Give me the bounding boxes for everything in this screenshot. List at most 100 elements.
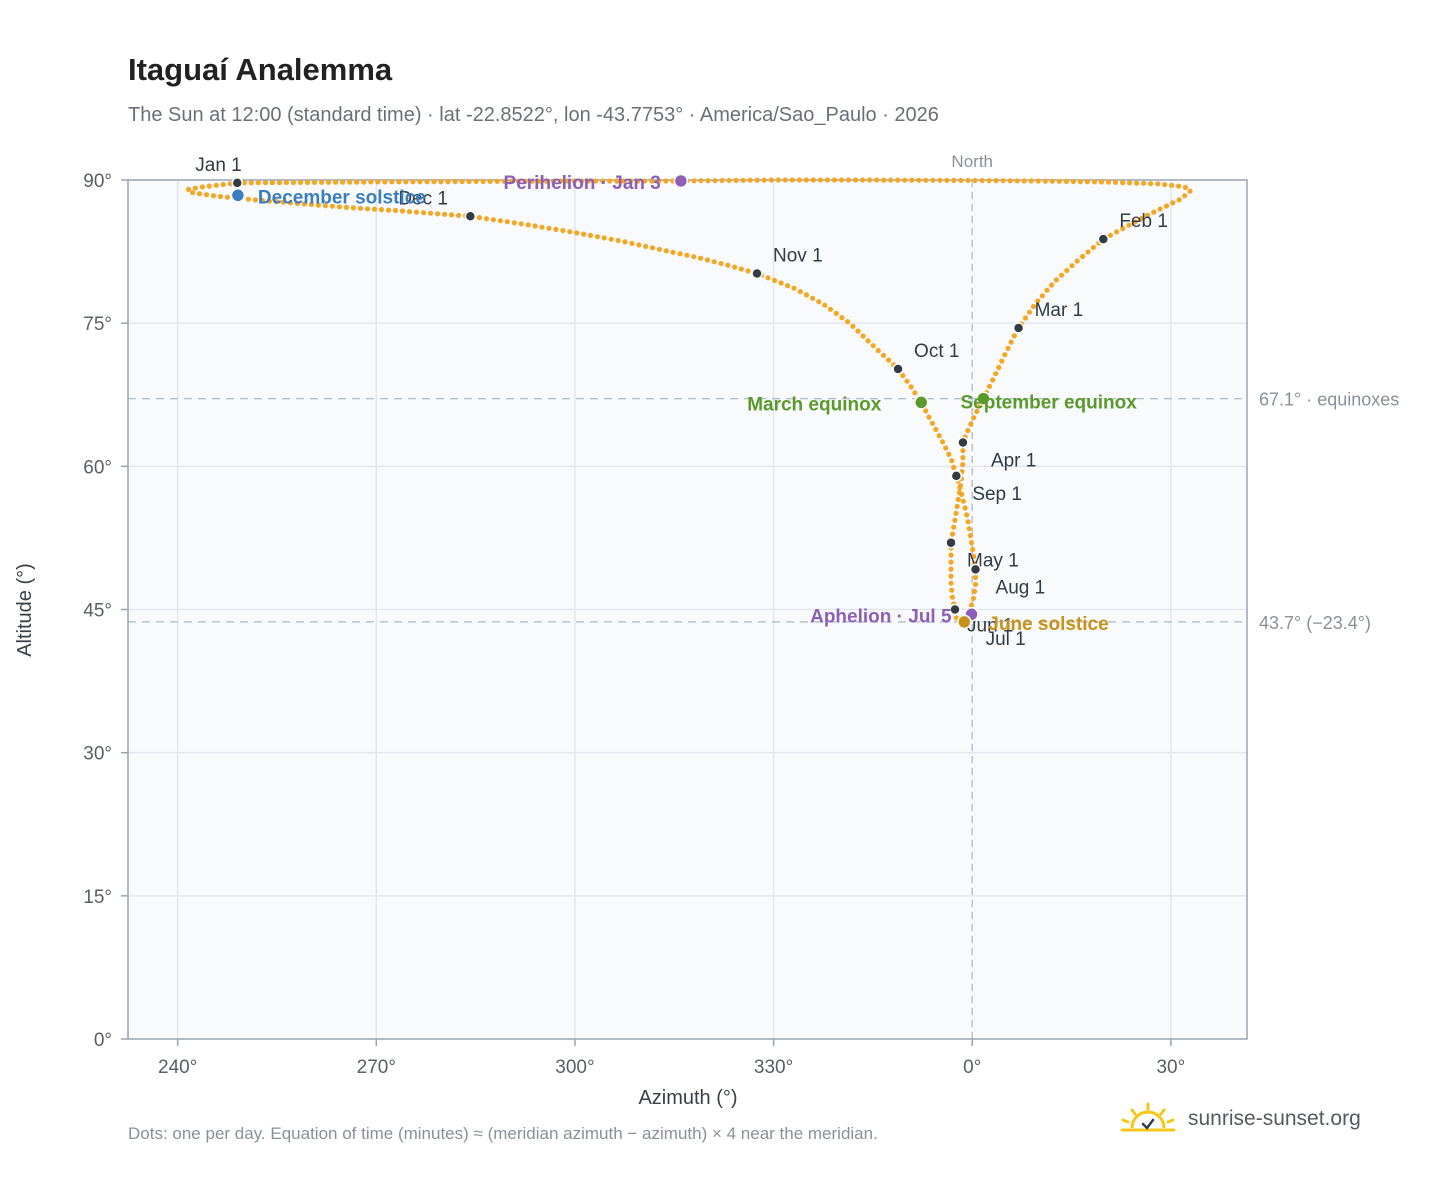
daily-sun-dot bbox=[791, 285, 797, 291]
daily-sun-dot bbox=[1176, 183, 1182, 189]
daily-sun-dot bbox=[515, 178, 521, 184]
daily-sun-dot bbox=[343, 204, 349, 210]
axes: 0° 15° 30° 45° 60° 75° 90° 240° 270° 300° 330° 0° 30… bbox=[83, 171, 1185, 1078]
daily-sun-dot bbox=[1002, 352, 1008, 358]
daily-sun-dot bbox=[1035, 178, 1041, 184]
daily-sun-dot bbox=[698, 255, 704, 261]
daily-sun-dot bbox=[839, 315, 845, 321]
daily-sun-dot bbox=[965, 519, 971, 525]
event-marker bbox=[913, 395, 929, 410]
daily-sun-dot bbox=[420, 210, 427, 216]
daily-sun-dot bbox=[656, 178, 662, 184]
daily-sun-dot bbox=[965, 177, 971, 184]
daily-sun-dot bbox=[1182, 184, 1188, 190]
daily-sun-dot bbox=[1182, 193, 1188, 199]
daily-sun-dot bbox=[452, 178, 458, 185]
daily-sun-dot bbox=[949, 587, 955, 593]
month-marker-label: Jan 1 bbox=[195, 155, 241, 176]
north-meridian: North bbox=[951, 152, 993, 1039]
reference-line-label: 43.7° (−23.4°) bbox=[1259, 613, 1371, 633]
daily-sun-dot bbox=[1120, 226, 1126, 232]
month-marker bbox=[1012, 322, 1025, 334]
y-tick-label: 15° bbox=[83, 887, 112, 908]
y-tick-label: 30° bbox=[83, 744, 112, 765]
daily-sun-dot bbox=[958, 177, 964, 183]
daily-sun-dot bbox=[725, 262, 731, 268]
daily-sun-dot bbox=[459, 178, 465, 185]
daily-sun-dot bbox=[1090, 244, 1096, 251]
daily-sun-dot bbox=[1114, 229, 1120, 235]
daily-sun-dot bbox=[649, 178, 655, 184]
daily-sun-dot bbox=[276, 180, 282, 186]
daily-sun-dot bbox=[587, 232, 594, 238]
daily-sun-dot bbox=[614, 178, 620, 184]
event-markers: December solstice Perihelion · Jan 3 March… bbox=[230, 173, 1137, 635]
brand[interactable]: sunrise-sunset.org bbox=[1118, 1102, 1361, 1136]
daily-sun-dot bbox=[1044, 287, 1050, 293]
daily-sun-dot bbox=[1098, 179, 1105, 185]
daily-sun-dot bbox=[768, 177, 774, 183]
daily-sun-dot bbox=[210, 193, 217, 199]
daily-sun-dot bbox=[929, 420, 936, 426]
daily-sun-dot bbox=[733, 177, 739, 183]
daily-sun-dot bbox=[948, 573, 954, 579]
month-marker bbox=[1097, 233, 1110, 245]
event-marker-label: September equinox bbox=[960, 393, 1137, 414]
month-marker bbox=[949, 603, 961, 616]
daily-sun-dot bbox=[525, 222, 531, 228]
daily-sun-dot bbox=[473, 178, 479, 184]
daily-sun-dot bbox=[971, 415, 977, 421]
daily-sun-dot bbox=[615, 237, 621, 244]
x-tick-label: 300° bbox=[555, 1057, 594, 1078]
daily-sun-dot bbox=[643, 243, 649, 249]
daily-sun-dot bbox=[949, 531, 956, 537]
daily-sun-dot bbox=[550, 178, 557, 184]
daily-sun-dot bbox=[986, 178, 992, 184]
daily-sun-dot bbox=[951, 524, 957, 530]
month-marker-label: Nov 1 bbox=[773, 246, 823, 267]
month-marker-label: Jun 1 bbox=[967, 616, 1013, 637]
daily-sun-dot bbox=[1155, 181, 1161, 187]
daily-sun-dot bbox=[900, 372, 906, 379]
daily-sun-dot bbox=[1030, 303, 1037, 310]
daily-sun-dot bbox=[789, 177, 795, 183]
daily-sun-dot bbox=[761, 177, 767, 183]
daily-sun-dot bbox=[297, 179, 304, 185]
month-marker-label: Feb 1 bbox=[1119, 211, 1168, 232]
daily-sun-dot bbox=[740, 177, 746, 183]
daily-sun-dot bbox=[962, 505, 968, 511]
daily-sun-dot bbox=[698, 178, 704, 184]
x-axis-label: Azimuth (°) bbox=[638, 1087, 737, 1109]
daily-sun-dot bbox=[948, 580, 954, 586]
daily-sun-dot bbox=[968, 540, 975, 546]
daily-sun-dot bbox=[939, 439, 946, 445]
daily-sun-dot bbox=[933, 426, 939, 432]
daily-sun-dot bbox=[881, 177, 887, 183]
daily-sun-dot bbox=[880, 352, 887, 358]
month-marker bbox=[945, 536, 957, 549]
daily-sun-dot bbox=[1138, 216, 1144, 222]
daily-sun-dot bbox=[1026, 309, 1033, 315]
daily-sun-dot bbox=[972, 581, 979, 588]
daily-sun-dot bbox=[993, 178, 999, 184]
daily-sun-dot bbox=[923, 408, 929, 414]
daily-sun-dot bbox=[926, 414, 932, 420]
daily-sun-dot bbox=[578, 178, 585, 184]
daily-sun-dot bbox=[1126, 222, 1132, 228]
north-label: North bbox=[951, 152, 993, 171]
x-tick-label: 30° bbox=[1156, 1057, 1185, 1078]
daily-sun-dot bbox=[185, 186, 192, 192]
daily-sun-dot bbox=[536, 178, 543, 184]
daily-sun-dot bbox=[539, 224, 545, 230]
daily-sun-dot bbox=[960, 448, 966, 454]
daily-sun-dot bbox=[1049, 282, 1055, 288]
daily-sun-dot bbox=[965, 427, 971, 434]
daily-sun-dot bbox=[389, 179, 395, 185]
daily-sun-dot bbox=[586, 178, 592, 184]
daily-sun-dot bbox=[888, 177, 894, 183]
daily-sun-dot bbox=[1070, 178, 1076, 185]
daily-sun-dot bbox=[937, 177, 943, 183]
daily-sun-dot bbox=[371, 206, 378, 212]
y-axis-label: Altitude (°) bbox=[14, 563, 36, 657]
